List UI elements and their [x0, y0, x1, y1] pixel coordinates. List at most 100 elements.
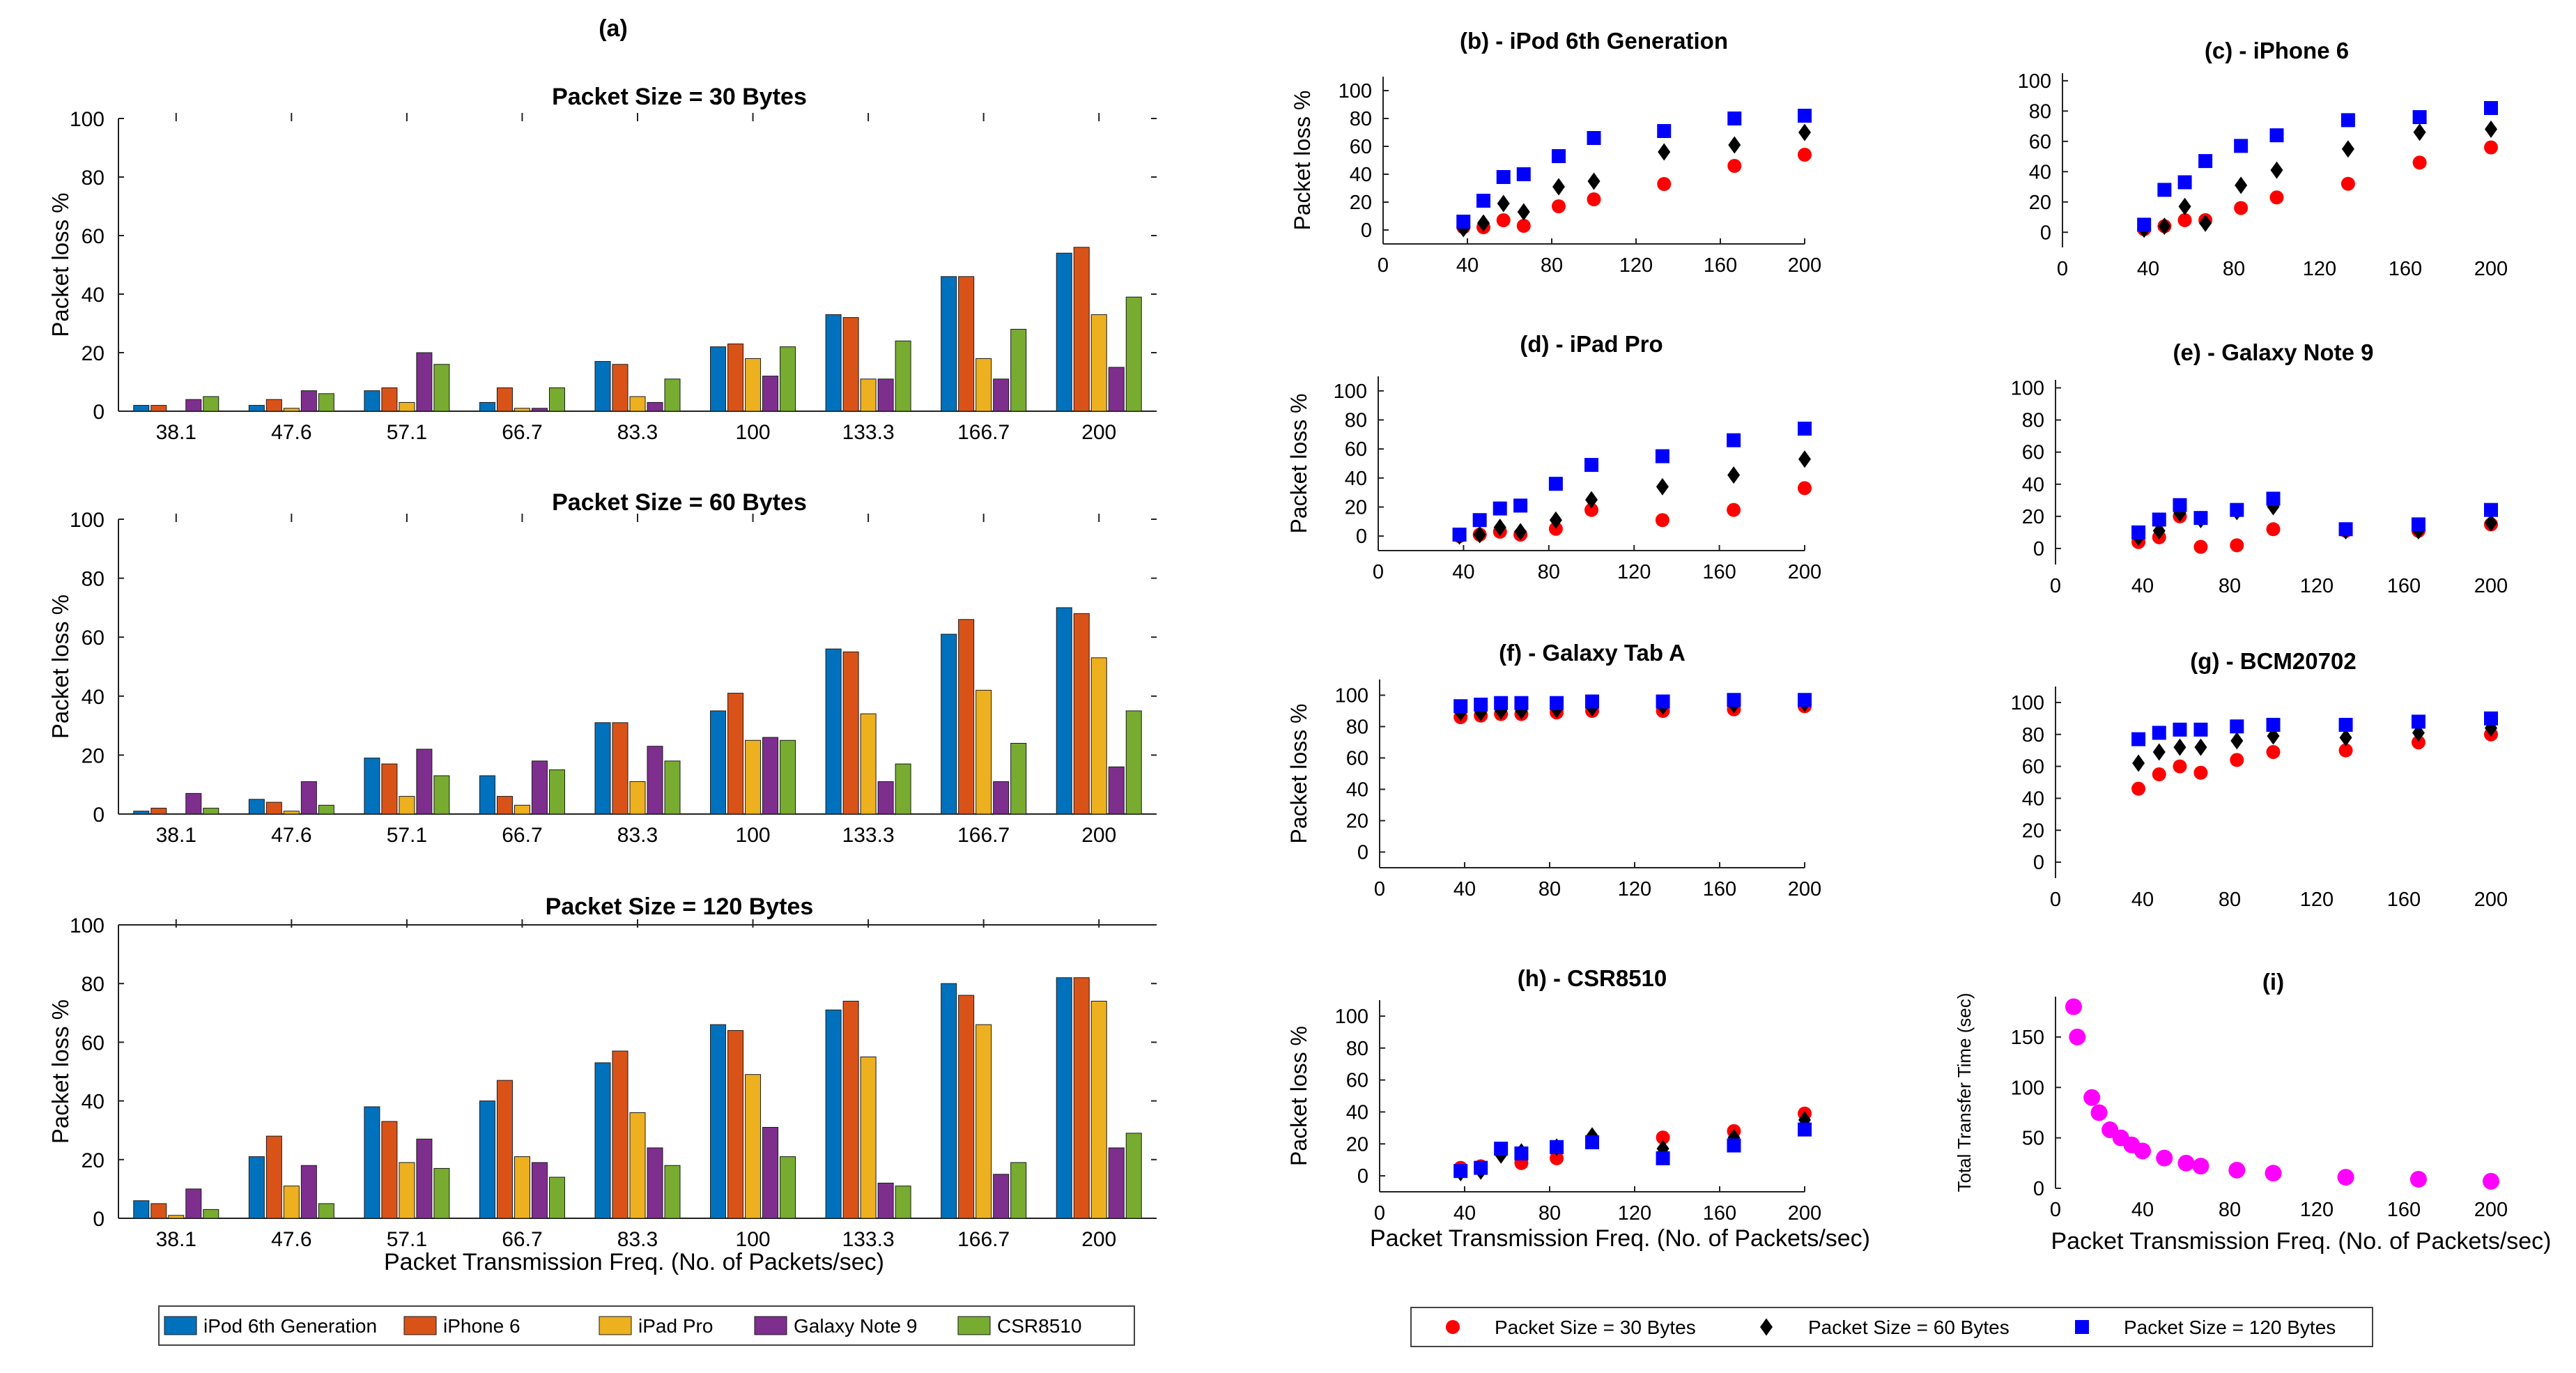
legend-label: iPod 6th Generation	[203, 1315, 377, 1337]
point-packet-size-120-bytes	[2338, 522, 2353, 537]
bar-ipad-pro	[1090, 314, 1107, 412]
bar-iphone-6	[496, 796, 513, 815]
x-tick-label: 160	[2387, 1199, 2421, 1221]
x-tick-label: 40	[2137, 258, 2159, 280]
bar-ipod-6th-generation	[1056, 607, 1072, 815]
point-packet-size-30-bytes	[2177, 213, 2192, 227]
bar-chart-a1: 0 20 40 60 80 100 Packet Size = 30 Bytes Packet…	[47, 84, 1157, 444]
point-packet-size-120-bytes	[1474, 1160, 1488, 1175]
bar-chart-a3: 0 20 40 60 80 100 Packet Size = 120 Bytes Packe…	[47, 893, 1157, 1251]
x-tick-label: 160	[2387, 575, 2421, 597]
point-packet-size-60-bytes	[1656, 477, 1669, 496]
x-tick-label: 57.1	[387, 824, 427, 847]
x-tick-label: 200	[2474, 889, 2508, 911]
bar-csr8510	[664, 1165, 681, 1219]
bar-ipad-pro	[629, 396, 646, 412]
y-tick-label: 150	[2011, 1027, 2044, 1049]
point-packet-size-30-bytes	[1587, 192, 1601, 206]
bar-iphone-6	[958, 276, 975, 412]
y-tick-label: 20	[2022, 820, 2044, 842]
point-packet-size-120-bytes	[1798, 109, 1812, 123]
x-tick-label: 0	[1374, 878, 1385, 900]
point-packet-size-30-bytes	[2266, 522, 2281, 537]
y-tick-label: 0	[93, 1208, 105, 1231]
bar-iphone-6	[727, 1030, 744, 1219]
bar-ipad-pro	[860, 713, 877, 815]
point-packet-size-120-bytes	[1548, 477, 1563, 491]
point-packet-size-120-bytes	[1456, 215, 1471, 229]
x-tick-label: 200	[1081, 824, 1116, 847]
bar-chart-a2: 0 20 40 60 80 100 Packet Size = 60 Bytes Packet…	[47, 489, 1157, 847]
y-axis-label: Packet loss %	[1286, 394, 1311, 534]
point-packet-size-30-bytes	[2266, 744, 2281, 759]
bar-galaxy-note-9	[993, 781, 1010, 815]
y-tick-label: 40	[1350, 164, 1372, 186]
y-tick-label: 0	[2033, 852, 2044, 874]
point-packet-size-30-bytes	[1516, 219, 1531, 233]
x-tick-label: 160	[2389, 258, 2422, 280]
y-tick-label: 80	[1345, 410, 1367, 432]
x-tick-label: 133.3	[842, 421, 895, 444]
bar-galaxy-note-9	[1108, 367, 1125, 412]
x-tick-label: 47.6	[271, 1228, 311, 1251]
bar-ipod-6th-generation	[479, 1100, 495, 1219]
x-tick-label: 160	[1703, 1202, 1736, 1225]
bar-csr8510	[780, 346, 796, 412]
bar-iphone-6	[265, 1135, 282, 1219]
point-packet-size-120-bytes	[2484, 711, 2498, 726]
y-tick-label: 40	[82, 1091, 105, 1114]
point-packet-size-120-bytes	[2131, 525, 2146, 539]
x-tick-label: 40	[1453, 878, 1476, 900]
bar-ipod-6th-generation	[133, 1200, 150, 1219]
scatter-legend: Packet Size = 30 Bytes Packet Size = 60 B…	[1410, 1307, 2373, 1347]
point-packet-size-120-bytes	[2266, 491, 2281, 506]
y-tick-label: 80	[82, 568, 105, 591]
bar-chart-title: Packet Size = 30 Bytes	[552, 84, 807, 110]
bar-ipod-6th-generation	[941, 276, 957, 412]
bar-ipod-6th-generation	[133, 405, 150, 412]
point-packet-size-120-bytes	[2157, 183, 2172, 197]
bar-ipod-6th-generation	[479, 401, 495, 412]
bar-ipad-pro	[168, 1215, 185, 1219]
legend-label: iPhone 6	[443, 1315, 520, 1337]
x-tick-label: 38.1	[156, 824, 196, 847]
bar-ipod-6th-generation	[133, 811, 150, 815]
point-packet-size-60-bytes	[1727, 466, 1741, 484]
point-packet-size-120-bytes	[2230, 503, 2244, 517]
legend-label: iPad Pro	[638, 1315, 713, 1337]
point-packet-size-60-bytes	[1798, 123, 1811, 141]
bar-csr8510	[433, 364, 450, 412]
legend-label: CSR8510	[997, 1315, 1081, 1337]
y-tick-label: 60	[82, 627, 105, 650]
bar-galaxy-note-9	[993, 1174, 1010, 1219]
point-total-transfer-time	[2228, 1161, 2246, 1179]
y-tick-label: 20	[2029, 192, 2051, 214]
y-tick-label: 100	[70, 509, 105, 532]
point-packet-size-120-bytes	[2411, 517, 2425, 532]
y-axis-label: Packet loss %	[1286, 1026, 1311, 1166]
x-tick-label: 47.6	[271, 824, 311, 847]
x-tick-label: 0	[2050, 575, 2061, 597]
x-tick-label: 120	[1618, 1202, 1651, 1225]
point-packet-size-60-bytes	[1517, 203, 1530, 221]
bar-ipod-6th-generation	[479, 775, 495, 815]
point-packet-size-120-bytes	[2484, 101, 2498, 115]
legend-label: Packet Size = 60 Bytes	[1808, 1317, 2010, 1338]
bar-csr8510	[780, 1156, 796, 1219]
bar-iphone-6	[842, 317, 859, 412]
bar-ipod-6th-generation	[248, 799, 265, 815]
x-tick-label: 120	[1618, 878, 1651, 900]
point-packet-size-60-bytes	[2270, 161, 2283, 179]
x-axis-label: Packet Transmission Freq. (No. of Packet…	[2051, 1228, 2551, 1255]
y-tick-label: 80	[82, 973, 105, 996]
bar-iphone-6	[151, 1203, 167, 1219]
point-packet-size-120-bytes	[1798, 693, 1812, 707]
bar-galaxy-note-9	[762, 737, 779, 815]
scatter-legend-items: Packet Size = 30 Bytes Packet Size = 60 B…	[1446, 1317, 2336, 1338]
bar-csr8510	[318, 393, 334, 412]
x-tick-label: 200	[2474, 1199, 2508, 1221]
x-tick-label: 120	[1619, 254, 1653, 277]
bar-csr8510	[1125, 710, 1142, 815]
point-packet-size-120-bytes	[1798, 422, 1812, 436]
